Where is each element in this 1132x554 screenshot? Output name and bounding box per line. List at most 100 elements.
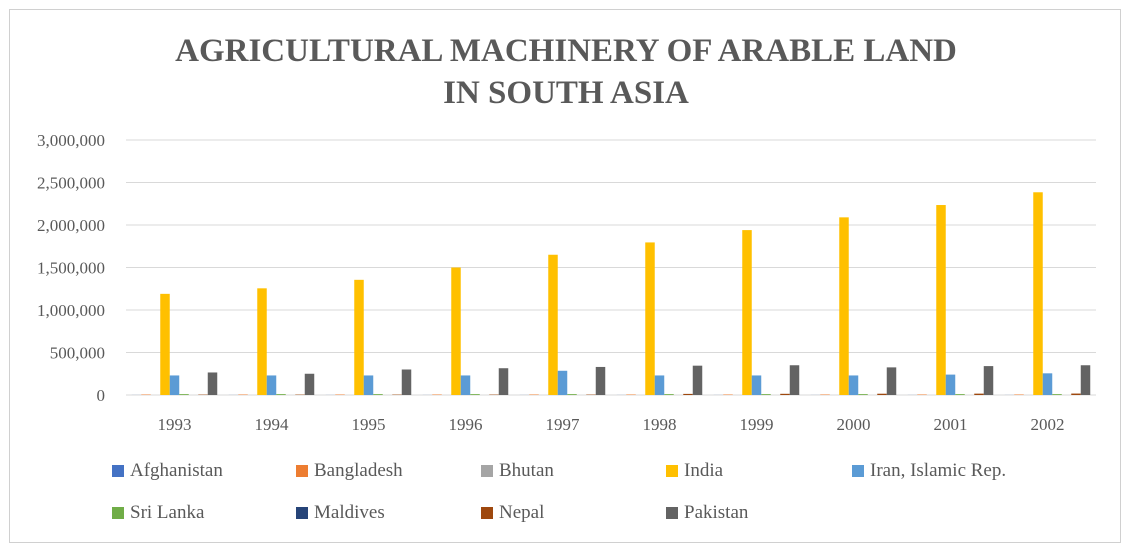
bar-iran-islamic-rep-1996 bbox=[460, 375, 471, 395]
bar-sri-lanka-1996 bbox=[470, 394, 480, 395]
bar-pakistan-2000 bbox=[886, 367, 897, 395]
legend-label: Iran, Islamic Rep. bbox=[870, 460, 1007, 481]
bar-pakistan-2001 bbox=[983, 366, 994, 395]
legend-label: Sri Lanka bbox=[130, 502, 205, 523]
legend-item: Sri Lanka bbox=[112, 502, 204, 524]
chart-title-line-2: IN SOUTH ASIA bbox=[443, 75, 689, 111]
y-tick-label: 3,000,000 bbox=[37, 131, 105, 150]
bar-nepal-1999 bbox=[780, 393, 790, 395]
bar-pakistan-2002 bbox=[1080, 365, 1091, 395]
chart-title: AGRICULTURAL MACHINERY OF ARABLE LAND IN… bbox=[0, 30, 1132, 114]
bar-sri-lanka-2000 bbox=[858, 394, 868, 395]
bar-sri-lanka-2001 bbox=[955, 394, 965, 395]
legend-item: Nepal bbox=[481, 502, 544, 524]
legend-swatch bbox=[666, 507, 678, 519]
legend-swatch bbox=[112, 507, 124, 519]
bar-pakistan-1998 bbox=[692, 365, 703, 395]
bar-sri-lanka-1995 bbox=[373, 394, 383, 395]
legend-item: Maldives bbox=[296, 502, 385, 524]
legend-swatch bbox=[296, 465, 308, 477]
x-tick-label: 2000 bbox=[837, 415, 871, 434]
legend-label: Pakistan bbox=[684, 502, 749, 523]
bar-pakistan-1996 bbox=[498, 368, 509, 395]
y-tick-label: 500,000 bbox=[50, 344, 105, 363]
legend-swatch bbox=[112, 465, 124, 477]
legend-swatch bbox=[481, 465, 493, 477]
x-tick-label: 2001 bbox=[934, 415, 968, 434]
legend-item: Iran, Islamic Rep. bbox=[852, 460, 1006, 482]
bar-iran-islamic-rep-1993 bbox=[169, 375, 180, 395]
legend-swatch bbox=[852, 465, 864, 477]
bar-bangladesh-2001 bbox=[917, 394, 927, 395]
legend-item: Pakistan bbox=[666, 502, 748, 524]
bar-india-1997 bbox=[548, 254, 558, 395]
bar-sri-lanka-1998 bbox=[664, 394, 674, 395]
bar-india-2000 bbox=[839, 217, 849, 395]
legend-item: India bbox=[666, 460, 723, 482]
legend-label: Bangladesh bbox=[314, 460, 403, 481]
x-tick-label: 1994 bbox=[255, 415, 290, 434]
x-tick-label: 2002 bbox=[1031, 415, 1065, 434]
y-tick-label: 1,000,000 bbox=[37, 301, 105, 320]
y-tick-label: 0 bbox=[97, 386, 106, 405]
bar-iran-islamic-rep-1998 bbox=[654, 375, 665, 395]
y-tick-label: 2,000,000 bbox=[37, 216, 105, 235]
bars bbox=[131, 192, 1091, 395]
y-tick-label: 2,500,000 bbox=[37, 174, 105, 193]
x-tick-label: 1998 bbox=[643, 415, 677, 434]
y-axis: 0 500,000 1,000,000 1,500,000 2,000,000 2,500… bbox=[37, 131, 105, 405]
bar-india-2001 bbox=[936, 205, 946, 395]
legend-label: Maldives bbox=[314, 502, 385, 523]
legend-item: Afghanistan bbox=[112, 460, 223, 482]
legend-label: Afghanistan bbox=[130, 460, 223, 481]
bar-iran-islamic-rep-1995 bbox=[363, 375, 374, 395]
bar-india-1996 bbox=[451, 267, 461, 395]
legend-swatch bbox=[666, 465, 678, 477]
bar-pakistan-1999 bbox=[789, 365, 800, 395]
bar-pakistan-1994 bbox=[304, 373, 315, 395]
bar-iran-islamic-rep-2001 bbox=[945, 374, 956, 395]
bar-india-1993 bbox=[160, 293, 170, 395]
bar-bangladesh-2002 bbox=[1014, 394, 1024, 395]
bar-sri-lanka-1999 bbox=[761, 394, 771, 395]
x-tick-label: 1995 bbox=[352, 415, 386, 434]
bar-sri-lanka-2002 bbox=[1052, 394, 1062, 395]
legend-label: Nepal bbox=[499, 502, 545, 523]
bar-india-1994 bbox=[257, 288, 267, 395]
legend-item: Bangladesh bbox=[296, 460, 403, 482]
x-axis: 1993 1994 1995 1996 1997 1998 1999 2000 2001 2002 bbox=[158, 415, 1065, 434]
bar-nepal-2001 bbox=[974, 393, 984, 395]
bar-iran-islamic-rep-2002 bbox=[1042, 373, 1053, 395]
x-tick-label: 1993 bbox=[158, 415, 192, 434]
bar-iran-islamic-rep-1999 bbox=[751, 375, 762, 395]
bar-india-1999 bbox=[742, 230, 752, 395]
x-tick-label: 1996 bbox=[449, 415, 483, 434]
legend-swatch bbox=[296, 507, 308, 519]
bar-pakistan-1997 bbox=[595, 366, 606, 395]
bar-india-1998 bbox=[645, 242, 655, 395]
bar-pakistan-1995 bbox=[401, 369, 412, 395]
legend-item: Bhutan bbox=[481, 460, 554, 482]
x-tick-label: 1997 bbox=[546, 415, 581, 434]
bar-sri-lanka-1997 bbox=[567, 394, 577, 395]
y-tick-label: 1,500,000 bbox=[37, 259, 105, 278]
bar-iran-islamic-rep-1997 bbox=[557, 370, 568, 395]
bar-sri-lanka-1993 bbox=[179, 394, 189, 395]
x-tick-label: 1999 bbox=[740, 415, 774, 434]
bar-iran-islamic-rep-1994 bbox=[266, 375, 277, 395]
bar-sri-lanka-1994 bbox=[276, 394, 286, 395]
bar-iran-islamic-rep-2000 bbox=[848, 375, 859, 395]
bar-nepal-1998 bbox=[683, 393, 693, 395]
chart-frame bbox=[9, 9, 1121, 543]
bar-nepal-2002 bbox=[1071, 393, 1081, 395]
bar-pakistan-1993 bbox=[207, 372, 218, 395]
bar-nepal-2000 bbox=[877, 393, 887, 395]
legend-label: Bhutan bbox=[499, 460, 554, 481]
gridlines bbox=[126, 139, 1096, 396]
bar-india-1995 bbox=[354, 279, 364, 395]
legend-label: India bbox=[684, 460, 724, 481]
bar-india-2002 bbox=[1033, 192, 1043, 395]
chart-title-line-1: AGRICULTURAL MACHINERY OF ARABLE LAND bbox=[175, 33, 957, 69]
legend-swatch bbox=[481, 507, 493, 519]
